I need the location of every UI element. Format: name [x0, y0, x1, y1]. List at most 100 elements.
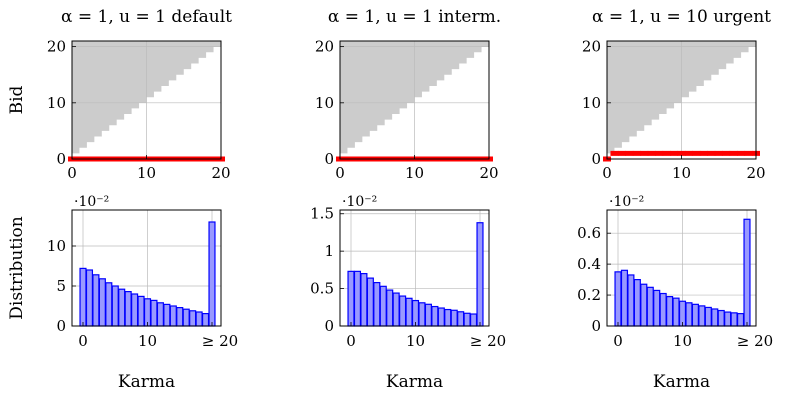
plot-frame — [339, 209, 490, 327]
bar — [143, 298, 152, 327]
bar — [118, 288, 126, 327]
bar — [379, 285, 387, 327]
bar — [711, 308, 719, 327]
x-tick-label: 20 — [211, 164, 230, 182]
chart-title: α = 1, u = 1 interm. — [328, 7, 501, 27]
bar — [392, 292, 400, 327]
bar — [353, 270, 362, 327]
x-tick-label: 0 — [335, 164, 345, 182]
y-tick-label: 10 — [47, 94, 66, 112]
policy-point — [632, 150, 641, 156]
distribution-panel-1: 0 10 ≥ 20 0 5 10 ·10⁻² Karma Distribution — [7, 194, 238, 392]
bar — [450, 309, 458, 327]
y-tick-label: 10 — [582, 94, 601, 112]
x-tick-label: 10 — [138, 332, 157, 350]
bar — [672, 297, 680, 327]
bar — [418, 302, 426, 327]
bar — [666, 296, 674, 327]
x-tick-label: 0 — [78, 332, 88, 350]
y-tick-label: 0 — [56, 150, 66, 168]
distribution-panel-2: 0 10 ≥ 20 0 0.5 1 1.5 ·10⁻² Karma — [310, 194, 506, 392]
bar — [399, 295, 407, 327]
bar — [366, 277, 374, 327]
bar — [431, 305, 439, 327]
bar — [85, 269, 94, 327]
y-tick-label: 0.4 — [577, 255, 601, 273]
bar — [105, 282, 113, 327]
x-tick-label: 10 — [405, 164, 424, 182]
policy-point — [722, 150, 731, 156]
bar — [360, 273, 368, 327]
policy-point — [714, 150, 723, 156]
y-tick-label: 20 — [47, 38, 66, 56]
bar — [653, 289, 661, 327]
bar — [476, 222, 484, 327]
x-tick-label: 20 — [479, 164, 498, 182]
scale-factor-label: ·10⁻² — [342, 194, 377, 210]
y-tick-label: 0 — [324, 317, 334, 335]
bar — [444, 308, 452, 327]
bar — [92, 274, 100, 327]
bar — [730, 312, 738, 327]
bar — [176, 307, 184, 327]
bar — [724, 311, 732, 327]
y-axis-label: Bid — [7, 85, 27, 114]
policy-point — [610, 150, 619, 156]
bar — [131, 293, 139, 327]
policy-point — [744, 150, 753, 156]
y-tick-label: 0.6 — [577, 224, 601, 242]
x-axis-label: Karma — [653, 372, 710, 392]
x-axis-label: Karma — [386, 372, 443, 392]
bar — [646, 286, 654, 327]
policy-point — [699, 150, 708, 156]
bar — [685, 302, 693, 327]
bar — [659, 292, 667, 327]
bar — [424, 303, 432, 327]
bar — [195, 311, 203, 327]
policy-point — [707, 150, 716, 156]
y-tick-label: 20 — [582, 38, 601, 56]
x-tick-label: 0 — [613, 332, 623, 350]
bar — [182, 308, 190, 327]
x-tick-label: 10 — [672, 164, 691, 182]
policy-point — [684, 150, 693, 156]
policy-point — [655, 150, 664, 156]
policy-point — [662, 150, 671, 156]
y-tick-label: 10 — [315, 94, 334, 112]
bar — [124, 291, 132, 327]
y-tick-label: 5 — [56, 277, 66, 295]
x-tick-label: 10 — [673, 332, 692, 350]
scale-factor-label: ·10⁻² — [74, 194, 109, 210]
policy-point — [617, 150, 626, 156]
x-tick-label: 10 — [406, 332, 425, 350]
bar — [189, 310, 197, 327]
bar — [743, 218, 751, 327]
bar — [717, 309, 725, 327]
y-tick-label: 0 — [56, 317, 66, 335]
y-tick-label: 0 — [324, 150, 334, 168]
bar — [704, 306, 712, 327]
x-tick-label: 20 — [746, 164, 765, 182]
x-tick-label: ≥ 20 — [202, 332, 238, 350]
x-tick-label: 0 — [602, 164, 612, 182]
bar — [111, 285, 119, 327]
distribution-panel-3: 0 10 ≥ 20 0 0.2 0.4 0.6 ·10⁻² Karma — [577, 194, 773, 392]
plot-frame — [606, 209, 757, 327]
bar — [386, 289, 394, 327]
chart-title: α = 1, u = 10 urgent — [592, 7, 771, 27]
policy-panel-3: 0 10 20 0 10 20 α = 1, u = 10 urgent — [582, 7, 771, 182]
bar — [627, 274, 635, 327]
policy-panel-2: 0 10 20 0 10 20 α = 1, u = 1 interm. — [315, 7, 501, 182]
bar — [150, 299, 158, 327]
y-tick-label: 0.5 — [310, 280, 334, 298]
bar — [347, 270, 355, 327]
policy-point — [692, 150, 701, 156]
x-tick-label: 0 — [346, 332, 356, 350]
bar — [437, 307, 445, 327]
bar — [698, 305, 706, 327]
scale-factor-label: ·10⁻² — [609, 194, 644, 210]
bar — [691, 303, 699, 327]
y-tick-label: 10 — [47, 237, 66, 255]
x-axis-label: Karma — [118, 372, 175, 392]
